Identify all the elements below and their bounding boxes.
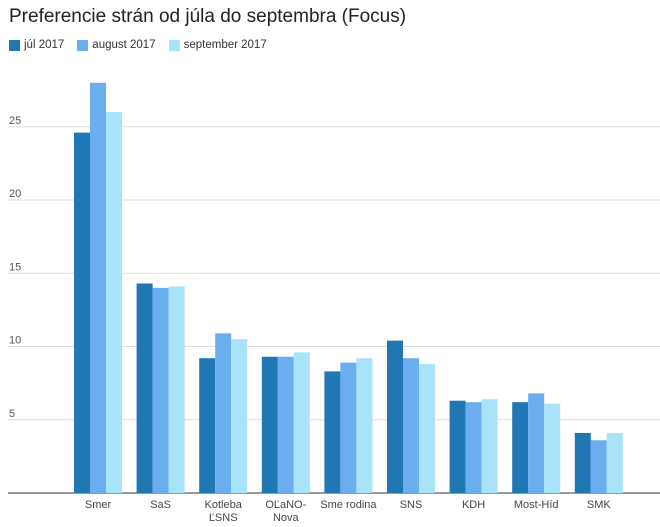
x-tick-label: SNS [400, 499, 423, 511]
bar[interactable] [215, 333, 232, 493]
bar[interactable] [356, 358, 373, 493]
bar[interactable] [152, 287, 169, 493]
y-tick-label: 15 [9, 261, 21, 273]
legend-swatch-august-2017 [77, 39, 89, 51]
legend-label-august-2017: august 2017 [92, 39, 156, 51]
bar[interactable] [574, 432, 591, 493]
x-tick-label: Most-Híd [514, 499, 559, 511]
x-tick-label-line: SMK [587, 499, 612, 511]
y-tick-label: 25 [9, 115, 21, 127]
legend-item-august-2017[interactable]: august 2017 [77, 39, 156, 51]
bar[interactable] [261, 356, 278, 493]
bar[interactable] [544, 403, 561, 493]
x-tick-label-line: SaS [150, 499, 171, 511]
bar[interactable] [231, 339, 248, 493]
x-tick-label: Sme rodina [320, 499, 377, 511]
x-tick-label: Smer [85, 499, 112, 511]
bar[interactable] [74, 132, 90, 494]
x-tick-label: KDH [462, 499, 485, 511]
x-tick-label-line: Sme rodina [320, 499, 377, 511]
bar[interactable] [387, 340, 403, 493]
legend-item-september-2017[interactable]: september 2017 [168, 39, 267, 51]
bar[interactable] [419, 364, 435, 493]
bar[interactable] [403, 358, 419, 493]
bar[interactable] [106, 112, 122, 493]
legend-item-jul-2017[interactable]: júl 2017 [9, 39, 64, 51]
x-tick-label-line: KDH [462, 499, 485, 511]
legend-swatch-jul-2017 [9, 39, 20, 51]
bar[interactable] [465, 402, 482, 493]
x-tick-label: SaS [150, 499, 171, 511]
chart-title: Preferencie strán od júla do septembra (… [9, 6, 407, 27]
bar[interactable] [90, 82, 106, 494]
bar[interactable] [277, 356, 294, 493]
x-tick-label-line: ĽSNS [209, 512, 238, 524]
legend-label-september-2017: september 2017 [183, 39, 267, 51]
bar[interactable] [136, 283, 153, 493]
bar[interactable] [168, 286, 185, 493]
x-tick-label-line: Kotleba [205, 499, 243, 511]
x-tick-label: Kotleba ĽSNS [205, 499, 243, 524]
legend-swatch-september-2017 [168, 39, 180, 51]
x-tick-label-line: Nova [273, 512, 300, 524]
y-tick-label: 10 [9, 335, 21, 347]
x-tick-label-line: SNS [400, 499, 423, 511]
x-tick-label: OĽaNO-Nova [265, 499, 306, 524]
chart-legend: júl 2017 august 2017 september 2017 [9, 39, 280, 51]
x-tick-label-line: OĽaNO- [265, 499, 306, 511]
bar[interactable] [512, 402, 529, 493]
bar[interactable] [528, 393, 545, 493]
bar[interactable] [449, 400, 466, 493]
bar[interactable] [293, 352, 310, 493]
bar[interactable] [199, 358, 216, 493]
x-tick-label-line: Smer [85, 499, 112, 511]
legend-label-jul-2017: júl 2017 [24, 39, 65, 51]
y-tick-label: 20 [9, 188, 21, 200]
y-tick-label: 5 [9, 408, 15, 420]
bar[interactable] [590, 440, 607, 493]
x-tick-label-line: Most-Híd [514, 499, 559, 511]
bar[interactable] [324, 371, 341, 493]
x-tick-label: SMK [587, 499, 612, 511]
bar[interactable] [606, 432, 623, 493]
bar[interactable] [340, 362, 357, 493]
bar[interactable] [481, 399, 498, 493]
